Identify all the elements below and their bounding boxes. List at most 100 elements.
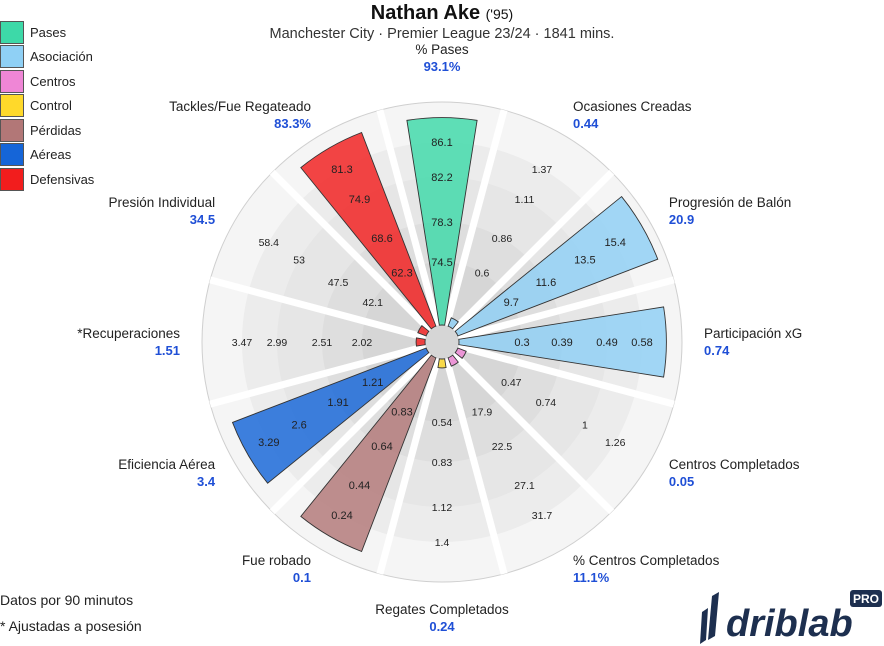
category-value: 93.1% xyxy=(424,59,461,74)
tick-label: 0.86 xyxy=(492,233,513,245)
spoke xyxy=(269,351,433,515)
legend-item-asociacion: Asociación xyxy=(0,45,94,70)
tick-label: 3.47 xyxy=(232,337,253,349)
logo-badge xyxy=(850,590,882,607)
legend-item-aereas: Aéreas xyxy=(0,143,94,168)
bar-12 xyxy=(300,131,437,330)
tick-label: 1.91 xyxy=(327,397,348,409)
logo-wordmark: driblab xyxy=(726,603,853,645)
tick-label: 1.37 xyxy=(532,164,553,176)
category-value: 83.3% xyxy=(274,116,311,131)
ring-outline xyxy=(201,101,683,583)
bar-1 xyxy=(406,117,478,326)
legend-label: Defensivas xyxy=(30,171,95,187)
category-name: Ocasiones Creadas xyxy=(573,99,692,114)
legend-swatch xyxy=(0,69,24,93)
driblab-logo: driblab PRO xyxy=(700,590,882,645)
category-value: 20.9 xyxy=(669,212,694,227)
tick-label: 0.58 xyxy=(631,337,652,349)
category-value: 1.51 xyxy=(155,343,180,358)
tick-label: 17.9 xyxy=(472,406,493,418)
tick-label: 82.2 xyxy=(431,172,452,184)
spoke xyxy=(209,343,427,408)
tick-label: 74.9 xyxy=(349,194,370,206)
category-labels: % Pases 93.1% Ocasiones Creadas 0.44 Progres… xyxy=(77,42,802,634)
bar-7 xyxy=(437,358,447,369)
spoke xyxy=(443,109,508,327)
tick-label: 0.47 xyxy=(501,377,522,389)
category-value: 0.05 xyxy=(669,474,694,489)
tick-label: 47.5 xyxy=(328,277,349,289)
category-value: 0.1 xyxy=(293,570,311,585)
legend-label: Pases xyxy=(30,24,67,40)
tick-label: 0.6 xyxy=(475,268,490,280)
category-name: Centros Completados xyxy=(669,457,800,472)
tick-label: 1.26 xyxy=(605,437,626,449)
category-name: Tackles/Fue Regateado xyxy=(169,99,311,114)
footnote-per90: Datos por 90 minutos xyxy=(0,592,134,608)
category-name: Progresión de Balón xyxy=(669,195,791,210)
tick-label: 3.29 xyxy=(258,437,279,449)
tick-label: 11.6 xyxy=(536,277,557,289)
chart-title: Nathan Ake ('95) xyxy=(0,0,884,27)
legend-swatch xyxy=(0,143,24,167)
footnote-possession: * Ajustadas a posesión xyxy=(0,618,142,634)
chart-subtitle: Manchester City · Premier League 23/24 ·… xyxy=(269,26,615,42)
tick-label: 74.5 xyxy=(431,257,452,269)
tick-label: 0.3 xyxy=(514,337,529,349)
spoke xyxy=(376,109,441,327)
spoke xyxy=(451,351,615,515)
tick-label: 22.5 xyxy=(492,441,513,453)
tick-label: 1.21 xyxy=(362,377,383,389)
tick-label: 13.5 xyxy=(574,255,595,267)
category-name: Presión Individual xyxy=(109,195,216,210)
tick-label: 0.49 xyxy=(596,337,617,349)
category-value: 0.44 xyxy=(573,116,599,131)
legend-item-perdidas: Pérdidas xyxy=(0,118,94,143)
legend-item-control: Control xyxy=(0,94,94,119)
tick-label: 2.02 xyxy=(352,337,373,349)
tick-label: 0.24 xyxy=(331,510,352,522)
logo-badge-text: PRO xyxy=(853,592,879,606)
radial-tick-labels: 74.578.382.286.10.60.861.111.379.711.613… xyxy=(232,137,653,549)
spoke xyxy=(457,343,675,408)
category-value: 3.4 xyxy=(197,474,216,489)
tick-label: 42.1 xyxy=(362,297,383,309)
category-name: % Pases xyxy=(415,42,469,57)
tick-label: 0.39 xyxy=(551,337,572,349)
bar-6 xyxy=(447,354,459,367)
spoke xyxy=(269,169,433,333)
tick-label: 53 xyxy=(293,255,305,267)
spoke xyxy=(457,276,675,341)
legend-label: Control xyxy=(30,98,72,114)
bar-11 xyxy=(417,325,430,337)
tick-label: 81.3 xyxy=(331,164,352,176)
category-name: % Centros Completados xyxy=(573,553,720,568)
tick-label: 0.74 xyxy=(536,397,557,409)
legend-label: Centros xyxy=(30,73,76,89)
logo-mark-left xyxy=(700,608,708,644)
tick-label: 2.99 xyxy=(267,337,288,349)
tick-label: 0.83 xyxy=(432,457,453,469)
tick-label: 62.3 xyxy=(391,268,412,280)
bar-10 xyxy=(415,337,426,347)
legend-label: Pérdidas xyxy=(30,122,82,138)
tick-label: 15.4 xyxy=(604,237,625,249)
radial-spokes xyxy=(209,109,675,575)
category-name: Eficiencia Aérea xyxy=(118,457,215,472)
tick-label: 0.44 xyxy=(349,480,370,492)
tick-label: 1.12 xyxy=(432,502,453,514)
tick-label: 2.51 xyxy=(312,337,333,349)
category-name: Participación xG xyxy=(704,326,802,341)
category-name: Fue robado xyxy=(242,553,311,568)
tick-label: 0.83 xyxy=(391,406,412,418)
spoke xyxy=(451,169,615,333)
legend-item-defensivas: Defensivas xyxy=(0,167,94,192)
logo-mark-right xyxy=(708,592,719,640)
tick-label: 2.6 xyxy=(291,420,306,432)
bar-2 xyxy=(447,317,459,330)
legend-swatch xyxy=(0,94,24,118)
radial-bars xyxy=(231,117,667,553)
tick-label: 27.1 xyxy=(514,480,535,492)
